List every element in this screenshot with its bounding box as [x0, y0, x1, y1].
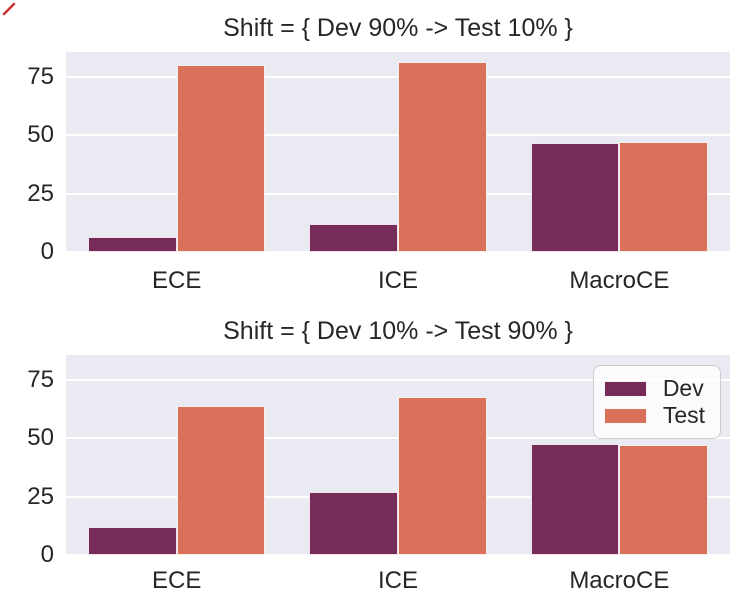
x-tick-label-macroce: MacroCE — [569, 567, 670, 594]
bar-test-ece — [176, 65, 266, 252]
x-axis-tick-labels: ECE ICE MacroCE — [66, 266, 730, 296]
y-axis-tick-labels: 0 25 50 75 — [0, 52, 54, 264]
bar-dev-macroce — [530, 443, 620, 555]
x-tick-label-ice: ICE — [377, 567, 419, 594]
bar-dev-ice — [309, 492, 398, 555]
bar-dev-macroce — [530, 142, 620, 252]
y-tick-label-0: 0 — [40, 238, 54, 265]
bar-test-macroce — [619, 141, 708, 252]
x-axis-tick-labels: ECE ICE MacroCE — [66, 566, 730, 596]
bar-test-ece — [176, 406, 266, 555]
plot-area: Dev Test — [66, 355, 730, 555]
legend-swatch-test — [603, 407, 647, 424]
x-tick-label-ice: ICE — [377, 267, 419, 294]
y-tick-label-75: 75 — [27, 63, 54, 91]
y-tick-label-50: 50 — [27, 121, 54, 149]
plot-area — [66, 52, 730, 252]
panel-title: Shift = { Dev 10% -> Test 90% } — [223, 317, 573, 345]
legend-item-test: Test — [603, 402, 705, 429]
y-tick-label-50: 50 — [27, 424, 54, 452]
red-scribble-mark — [2, 2, 16, 16]
legend-label-test: Test — [662, 402, 705, 428]
bar-dev-ece — [88, 236, 177, 252]
x-tick-label-macroce: MacroCE — [569, 267, 670, 294]
y-axis-tick-labels: 0 25 50 75 — [0, 355, 54, 567]
legend-label-dev: Dev — [662, 375, 704, 401]
legend-item-dev: Dev — [603, 375, 705, 402]
y-tick-label-25: 25 — [27, 482, 54, 510]
bar-dev-ece — [88, 526, 177, 555]
y-tick-label-75: 75 — [27, 366, 54, 394]
legend-swatch-dev — [603, 380, 647, 397]
y-tick-label-0: 0 — [40, 541, 54, 568]
y-tick-label-25: 25 — [27, 179, 54, 207]
x-tick-label-ece: ECE — [151, 267, 202, 294]
bar-dev-ice — [309, 224, 398, 252]
bar-test-ice — [398, 61, 487, 252]
x-tick-label-ece: ECE — [151, 567, 202, 594]
bar-test-ice — [398, 396, 487, 555]
gridline-y75 — [66, 379, 730, 382]
bar-test-macroce — [619, 445, 708, 555]
legend: Dev Test — [592, 365, 721, 439]
panel-title: Shift = { Dev 90% -> Test 10% } — [223, 14, 573, 42]
